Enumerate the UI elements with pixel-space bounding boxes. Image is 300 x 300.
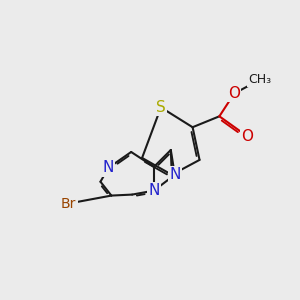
Text: CH₃: CH₃ xyxy=(248,73,272,86)
Text: N: N xyxy=(148,183,160,198)
Text: N: N xyxy=(169,167,181,182)
Text: Br: Br xyxy=(61,196,76,211)
Text: O: O xyxy=(228,86,240,101)
Text: N: N xyxy=(103,160,114,175)
Text: S: S xyxy=(156,100,166,115)
Text: O: O xyxy=(241,129,253,144)
